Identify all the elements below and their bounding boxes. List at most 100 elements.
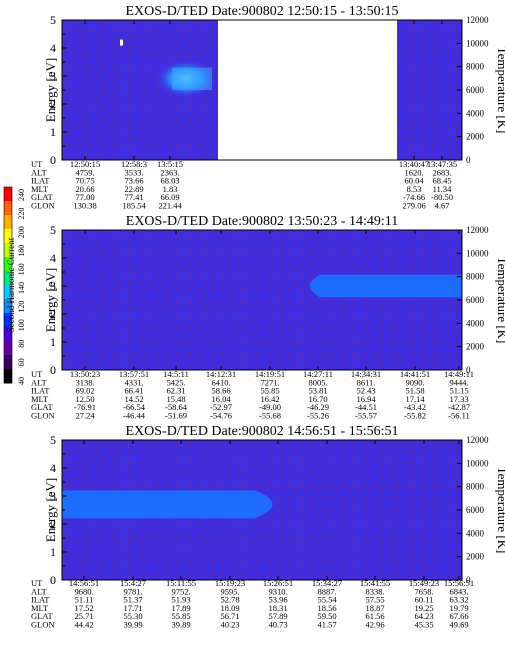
ephemeris-cell: 51.37 <box>123 595 142 605</box>
ephemeris-cell: 39.99 <box>123 620 142 630</box>
ephemeris-cell: 63.32 <box>449 595 468 605</box>
ephemeris-cell: -58.64 <box>165 402 188 412</box>
y-tick-label-right: 12000 <box>466 15 489 25</box>
ephemeris-cell: -52.97 <box>210 402 232 412</box>
ephemeris-row-label: GLON <box>31 201 55 211</box>
ephemeris-cell: 9090. <box>405 377 424 387</box>
ephemeris-cell: 8338. <box>365 586 384 596</box>
colorbar-tick-label: 120 <box>17 301 26 313</box>
colorbar-segment <box>4 257 12 272</box>
y-tick-label-left: 4 <box>50 461 56 475</box>
ephemeris-cell: 13:5:15 <box>157 159 183 169</box>
ephemeris-cell: -66.54 <box>123 402 146 412</box>
ephemeris-cell: 2363. <box>160 167 179 177</box>
ephemeris-cell: 12:50:15 <box>70 159 100 169</box>
y-axis-label-left: Energy [eV] <box>43 58 58 122</box>
ephemeris-row-label: UT <box>31 369 43 379</box>
ephemeris-cell: 9595. <box>220 586 239 596</box>
colorbar-segment <box>4 215 12 230</box>
ephemeris-cell: 77.41 <box>124 192 143 202</box>
y-axis-label-left: Energy [eV] <box>43 478 58 542</box>
ephemeris-cell: 3138. <box>75 377 94 387</box>
ephemeris-cell: 25.71 <box>74 611 93 621</box>
ephemeris-cell: 68.03 <box>160 176 179 186</box>
y-axis-label-right: Temperature [K] <box>495 467 505 554</box>
ephemeris-cell: 16.94 <box>356 394 376 404</box>
ion-band <box>62 490 273 519</box>
y-tick-label-left: 0 <box>50 363 56 377</box>
ephemeris-cell: 42.96 <box>365 620 384 630</box>
y-tick-label-right: 0 <box>466 575 471 585</box>
ephemeris-cell: 15:56:51 <box>444 578 474 588</box>
y-tick-label-right: 12000 <box>466 225 489 235</box>
noise-speckle-layer-2 <box>62 230 462 370</box>
ephemeris-cell: 14:5:11 <box>163 369 189 379</box>
colorbar-segment <box>4 369 12 384</box>
y-tick-label-left: 2 <box>50 97 56 111</box>
y-tick-label-left: 5 <box>50 13 56 27</box>
ephemeris-cell: 14:49:11 <box>444 369 474 379</box>
ephemeris-cell: 9310. <box>268 586 287 596</box>
ephemeris-cell: 12.50 <box>75 394 94 404</box>
colorbar-segment <box>4 285 12 300</box>
data-gap <box>218 20 397 160</box>
ephemeris-cell: -55.26 <box>307 411 329 421</box>
ephemeris-cell: 16.42 <box>260 394 279 404</box>
ephemeris-cell: 279.06 <box>402 201 425 211</box>
ephemeris-cell: 19.25 <box>414 603 433 613</box>
ephemeris-row-label: MLT <box>31 184 49 194</box>
y-tick-label-right: 10000 <box>466 38 489 48</box>
ephemeris-row-label: ILAT <box>31 595 50 605</box>
ephemeris-cell: -46.29 <box>307 402 329 412</box>
y-tick-label-left: 3 <box>50 489 56 503</box>
ephemeris-row-label: GLON <box>31 620 55 630</box>
ephemeris-cell: 60.04 <box>404 176 424 186</box>
colorbar-frame <box>3 186 13 384</box>
panel-title: EXOS-D/TED Date:900802 14:56:51 - 15:56:… <box>126 424 399 439</box>
ephemeris-cell: -51.69 <box>165 411 187 421</box>
ephemeris-cell: 15:41:55 <box>360 578 390 588</box>
spectrogram-panel-3: EXOS-D/TED Date:900802 14:56:51 - 15:56:… <box>31 424 505 630</box>
ephemeris-cell: 17.14 <box>405 394 425 404</box>
ephemeris-cell: 40.23 <box>220 620 239 630</box>
y-tick-label-left: 2 <box>50 307 56 321</box>
y-tick-label-left: 1 <box>50 125 56 139</box>
ephemeris-cell: 49.69 <box>449 620 468 630</box>
ion-band <box>310 274 462 298</box>
spectrogram-panel-1: EXOS-D/TED Date:900802 12:50:15 - 13:50:… <box>31 4 505 211</box>
ephemeris-cell: 8.53 <box>407 184 422 194</box>
ephemeris-row-label: UT <box>31 159 43 169</box>
y-tick-label-right: 6000 <box>466 85 485 95</box>
spectrogram-panel-2: EXOS-D/TED Date:900802 13:50:23 - 14:49:… <box>31 214 505 421</box>
ephemeris-cell: 22.89 <box>124 184 143 194</box>
ephemeris-cell: 5425. <box>166 377 185 387</box>
ephemeris-cell: 68.45 <box>432 176 451 186</box>
ephemeris-cell: -55.68 <box>259 411 281 421</box>
ephemeris-cell: 14:27:11 <box>303 369 333 379</box>
ephemeris-cell: 4759. <box>75 167 94 177</box>
colorbar-segment <box>4 299 12 314</box>
ephemeris-cell: 6843. <box>449 586 468 596</box>
ephemeris-cell: 8005. <box>308 377 327 387</box>
ephemeris-cell: 17.71 <box>123 603 142 613</box>
ephemeris-cell: 20.66 <box>75 184 94 194</box>
y-tick-label-right: 4000 <box>466 108 485 118</box>
ephemeris-cell: 16.70 <box>308 394 327 404</box>
ephemeris-row-label: ALT <box>31 167 48 177</box>
ephemeris-cell: 1.83 <box>163 184 178 194</box>
ephemeris-cell: 18.31 <box>268 603 287 613</box>
ephemeris-cell: 64.23 <box>414 611 433 621</box>
ephemeris-cell: -76.91 <box>74 402 96 412</box>
ephemeris-cell: 15:4:27 <box>120 578 146 588</box>
ephemeris-cell: -42.87 <box>448 402 470 412</box>
colorbar-segment <box>4 313 12 328</box>
ephemeris-cell: 7271. <box>260 377 279 387</box>
ephemeris-cell: 17.52 <box>74 603 93 613</box>
y-tick-label-right: 0 <box>466 155 471 165</box>
y-tick-label-right: 8000 <box>466 62 485 72</box>
ephemeris-cell: 13:50:23 <box>70 369 100 379</box>
ephemeris-cell: 7658. <box>414 586 433 596</box>
y-tick-label-right: 4000 <box>466 318 485 328</box>
ephemeris-cell: 77.00 <box>75 192 94 202</box>
